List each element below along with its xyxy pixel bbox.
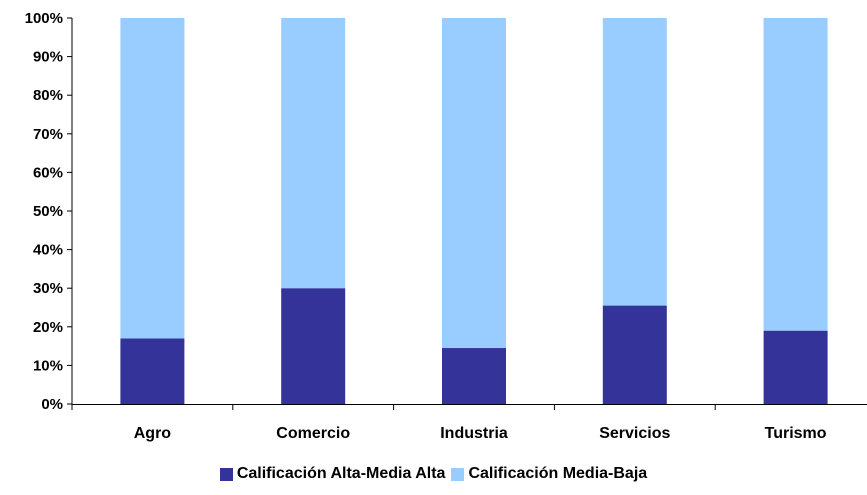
y-tick-label-5: 50%	[33, 203, 63, 220]
x-category-label-turismo: Turismo	[765, 425, 827, 442]
bar-industria-calificacion-media-baja	[442, 18, 506, 349]
legend-swatch-media-baja	[451, 467, 465, 481]
legend-label-alta-media-alta: Calificación Alta-Media Alta	[236, 465, 446, 482]
axes	[71, 18, 867, 405]
bar-turismo-calificacion-media-baja	[763, 18, 828, 331]
bar-comercio-calificacion-alta-media-alta	[281, 288, 346, 404]
bar-turismo-calificacion-alta-media-alta	[763, 330, 828, 404]
y-axis-ticks	[67, 17, 72, 405]
x-category-label-industria: Industria	[440, 425, 508, 442]
y-tick-label-2: 20%	[33, 319, 63, 336]
y-axis-tick-labels: 0% 10% 20% 30% 40% 50% 60% 70% 80% 90% 100%	[25, 10, 63, 413]
legend-item-alta-media-alta: Calificación Alta-Media Alta	[219, 465, 446, 483]
bar-comercio-calificacion-media-baja	[281, 18, 346, 289]
y-tick-label-1: 10%	[33, 357, 63, 374]
x-category-label-comercio: Comercio	[276, 425, 350, 442]
x-axis-category-labels: Agro Comercio Industria Servicios Turismo	[134, 425, 827, 442]
bar-servicios-calificacion-media-baja	[602, 18, 667, 306]
legend-label-media-baja: Calificación Media-Baja	[468, 465, 648, 482]
y-tick-label-9: 90%	[33, 49, 63, 66]
y-tick-label-10: 100%	[25, 10, 63, 27]
y-tick-label-0: 0%	[41, 396, 63, 413]
x-category-label-servicios: Servicios	[599, 425, 670, 442]
legend-item-media-baja: Calificación Media-Baja	[451, 465, 647, 483]
bar-agro-calificacion-alta-media-alta	[120, 338, 185, 404]
x-category-label-agro: Agro	[134, 425, 172, 442]
bars	[120, 18, 828, 404]
y-tick-label-7: 70%	[33, 126, 63, 143]
legend-swatch-alta-media-alta	[219, 467, 233, 481]
bar-servicios-calificacion-alta-media-alta	[602, 305, 667, 404]
legend: Calificación Alta-Media Alta Calificació…	[0, 465, 867, 483]
y-tick-label-3: 30%	[33, 280, 63, 297]
y-tick-label-4: 40%	[33, 242, 63, 259]
y-tick-label-6: 60%	[33, 164, 63, 181]
y-tick-label-8: 80%	[33, 87, 63, 104]
bar-agro-calificacion-media-baja	[120, 18, 185, 339]
bar-industria-calificacion-alta-media-alta	[442, 348, 506, 404]
